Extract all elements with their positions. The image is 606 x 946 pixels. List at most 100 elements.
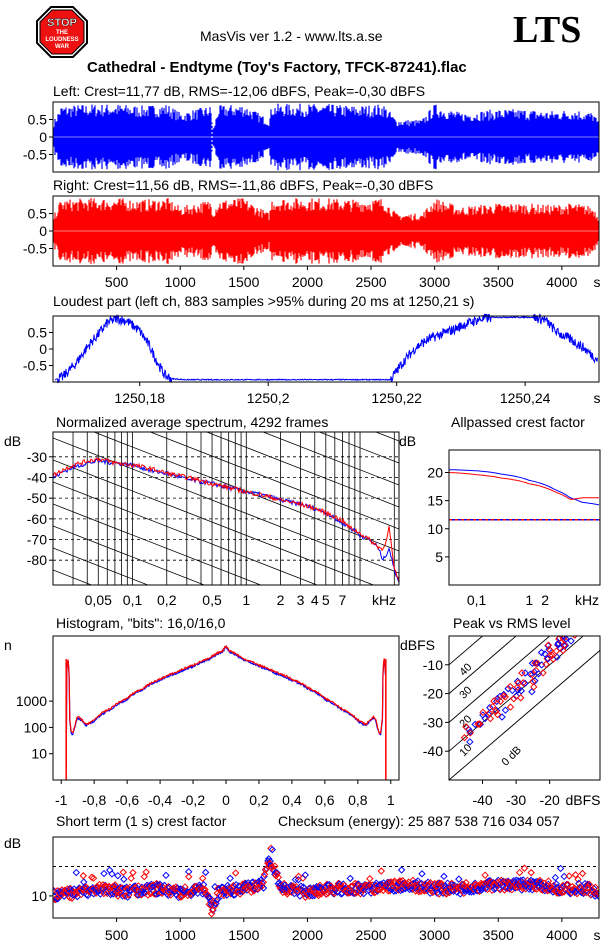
peak-vs-rms-point-15-0 (513, 677, 522, 686)
peak-vs-rms-point-30-0 (562, 636, 570, 643)
short-term-crest-point-473 (319, 885, 328, 893)
loudest-part-xtick-label-1: 1250,2 (247, 390, 290, 406)
allpassed-crest-xtick-label-2: 2 (541, 592, 549, 608)
average-spectrum-y-label: dB (4, 433, 21, 449)
peak-vs-rms-point-34-0 (517, 687, 526, 695)
short-term-crest-point-218 (174, 893, 183, 902)
peak-vs-rms-frame (448, 635, 601, 781)
average-spectrum-slope-11 (149, 432, 399, 530)
peak-vs-rms-point-12-1 (501, 693, 509, 701)
peak-vs-rms-xtick-label-1: -30 (506, 792, 526, 808)
peak-vs-rms-point-22-0 (537, 648, 546, 657)
short-term-crest-point-926 (579, 889, 588, 898)
short-term-crest-point-283 (211, 902, 219, 910)
short-term-crest-point-710 (456, 890, 464, 898)
peak-vs-rms-point-43-1 (560, 641, 569, 649)
right-waveform-ytick-label-1: 0 (39, 223, 47, 239)
short-term-crest-point-378 (266, 857, 275, 865)
short-term-crest-point-286 (213, 896, 221, 904)
average-spectrum-x-unit: kHz (372, 592, 396, 608)
average-spectrum-slope-18 (53, 547, 149, 585)
average-spectrum-xtick-label-6: 3 (297, 592, 305, 608)
short-term-crest-point-304 (223, 881, 232, 890)
average-spectrum-xtick-label-1: 0,1 (123, 592, 143, 608)
peak-vs-rms-point-41-1 (552, 647, 561, 655)
peak-vs-rms-point-25-1 (544, 641, 553, 649)
short-term-crest-point-878 (552, 880, 561, 888)
peak-vs-rms-point-34-1 (517, 694, 525, 702)
peak-vs-rms-point-7-1 (492, 707, 500, 716)
short-term-crest-point-369 (260, 870, 269, 879)
short-term-crest-point-584 (383, 878, 392, 887)
peak-vs-rms-point-29-1 (559, 636, 568, 643)
histogram-series-1 (65, 644, 386, 768)
allpassed-crest-series-0 (449, 469, 600, 506)
short-term-crest-point-735 (469, 885, 478, 893)
allpassed-crest-xtick-label-1: 1 (525, 592, 533, 608)
peak-vs-rms-point-29-0 (560, 636, 568, 640)
peak-vs-rms-point-26-0 (554, 639, 562, 647)
short-term-crest-point-157 (139, 885, 147, 894)
peak-vs-rms-diagonal-0 (449, 636, 484, 666)
short-term-crest-point-518 (346, 874, 354, 883)
right-waveform-xtick-label-0: 500 (105, 274, 129, 290)
short-term-crest-point-708 (455, 875, 463, 883)
short-term-crest-point-366 (259, 884, 268, 892)
short-term-crest-point-485 (327, 882, 335, 890)
peak-vs-rms-point-3-1 (475, 720, 484, 728)
short-term-crest-point-649 (420, 887, 429, 895)
short-term-crest-point-587 (385, 878, 393, 887)
short-term-crest-point-88 (100, 869, 108, 878)
short-term-crest-point-820 (519, 876, 527, 884)
peak-vs-rms-point-44-0 (498, 713, 506, 721)
short-term-crest-point-436 (299, 883, 308, 891)
histogram-xtick-label-7: 0,4 (282, 792, 302, 808)
short-term-crest-point-109 (111, 881, 119, 889)
short-term-crest-point-654 (424, 878, 432, 886)
histogram-xtick-label-9: 0,8 (348, 792, 368, 808)
short-term-crest-point-165 (144, 891, 152, 899)
left-waveform-ytick-label-2: -0.5 (23, 147, 47, 163)
histogram-xtick-label-5: 0 (222, 792, 230, 808)
average-spectrum-ytick-label-5: -80 (27, 552, 47, 568)
short-term-crest-x-unit: s (594, 927, 601, 943)
peak-vs-rms-point-18-1 (528, 670, 536, 679)
short-term-crest-point-427 (293, 887, 301, 895)
average-spectrum-slope-20 (53, 592, 399, 727)
short-term-crest-point-808 (512, 876, 520, 884)
short-term-crest-point-636 (414, 877, 422, 885)
brand-label: LTS (513, 9, 582, 51)
short-term-crest-point-252 (193, 889, 202, 898)
average-spectrum-slope-19 (53, 569, 93, 585)
short-term-crest-point-913 (571, 871, 580, 879)
short-term-crest-point-521 (347, 882, 355, 891)
histogram-series-0 (65, 645, 386, 768)
short-term-crest-point-429 (294, 872, 303, 881)
short-term-crest-point-899 (564, 880, 572, 889)
allpassed-crest-ytick-label-1: 15 (427, 493, 443, 509)
average-spectrum-slope-21 (53, 614, 399, 749)
peak-vs-rms-diagonal-label-0: 40 (457, 661, 474, 678)
average-spectrum-slope-9 (262, 432, 399, 486)
average-spectrum-xtick-label-9: 7 (339, 592, 347, 608)
average-spectrum-slope-13 (53, 437, 399, 574)
average-spectrum-xtick-label-3: 0,5 (202, 592, 222, 608)
peak-vs-rms-point-45-0 (481, 714, 489, 723)
allpassed-crest-xtick-label-0: 0,1 (467, 592, 487, 608)
short-term-crest-point-263 (199, 885, 208, 894)
peak-vs-rms-point-6-1 (488, 702, 497, 711)
peak-vs-rms-point-46-0 (466, 728, 474, 736)
peak-vs-rms-point-16-1 (519, 679, 527, 687)
short-term-crest-point-158 (140, 889, 148, 897)
short-term-crest-point-542 (359, 889, 368, 898)
short-term-crest-point-440 (301, 871, 309, 879)
average-spectrum-slope-15 (53, 481, 319, 585)
short-term-crest-point-49 (77, 890, 85, 899)
peak-vs-rms-point-21-0 (532, 659, 541, 667)
short-term-crest-point-196 (162, 871, 170, 880)
short-term-crest-point-186 (156, 880, 164, 888)
short-term-crest-point-925 (578, 869, 587, 878)
short-term-crest-plot (53, 844, 599, 918)
short-term-crest-point-876 (551, 873, 560, 882)
